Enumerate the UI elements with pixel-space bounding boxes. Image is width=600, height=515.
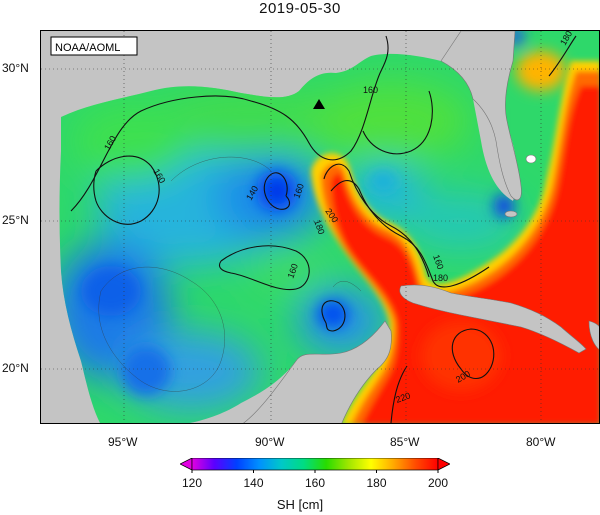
- contour-label-220-south: 220: [394, 390, 412, 405]
- contour-label-160-north: 160: [363, 85, 378, 95]
- lon-label-80w: 80°W: [526, 435, 556, 449]
- contour-label-180-florida: 180: [433, 273, 448, 283]
- lat-label-20n: 20°N: [2, 361, 29, 375]
- colorbar-tick-label: 160: [305, 476, 325, 490]
- colorbar-ticks: 120 140 160 180 200: [182, 470, 448, 490]
- colorbar-title: SH [cm]: [276, 497, 324, 512]
- contour-label-160-florida: 160: [431, 253, 446, 271]
- colorbar-high-arrow: [437, 457, 451, 471]
- colorbar-tick-label: 200: [428, 476, 448, 490]
- land-masses: [243, 31, 599, 423]
- contour-label-180-center: 180: [312, 218, 327, 236]
- colorbar-tick-label: 180: [366, 476, 386, 490]
- lon-label-95w: 95°W: [108, 435, 138, 449]
- contour-label-160-southcenter: 160: [285, 262, 300, 280]
- colorbar-tick-label: 120: [182, 476, 202, 490]
- colorbar-svg: 120 140 160 180 200: [179, 457, 451, 490]
- colorbar-bar: [191, 457, 439, 471]
- credit-text: NOAA/AOML: [55, 42, 120, 54]
- colorbar-low-arrow: [179, 457, 193, 471]
- lat-label-25n: 25°N: [2, 213, 29, 227]
- map-canvas: 160 160 160 140 160 180 200 160 160 180 …: [41, 31, 599, 423]
- credit-box: NOAA/AOML: [50, 36, 138, 56]
- marker-triangle-icon: [313, 99, 325, 109]
- map-frame: 160 160 160 140 160 180 200 160 160 180 …: [40, 30, 600, 424]
- colorbar-tick-label: 140: [243, 476, 263, 490]
- graticule: [41, 31, 599, 423]
- colorbar: 120 140 160 180 200: [179, 457, 451, 498]
- contour-label-160-center: 160: [291, 182, 306, 200]
- contour-lines: [70, 35, 577, 423]
- lat-label-30n: 30°N: [2, 61, 29, 75]
- lon-label-85w: 85°W: [390, 435, 420, 449]
- map-title: 2019-05-30: [259, 0, 341, 17]
- lon-label-90w: 90°W: [255, 435, 285, 449]
